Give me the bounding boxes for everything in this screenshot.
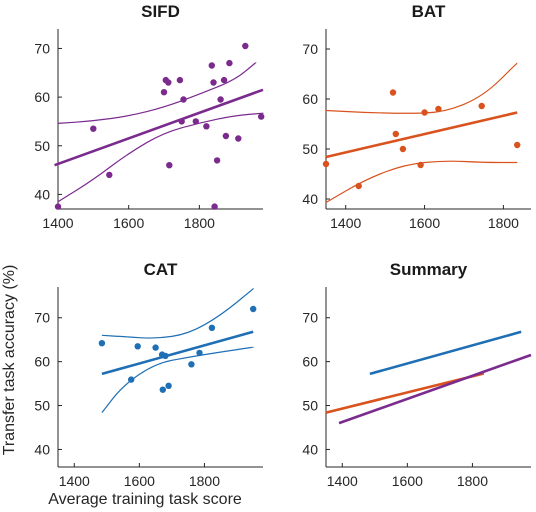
data-point: [217, 96, 224, 103]
data-point: [213, 157, 221, 164]
data-point: [203, 123, 210, 130]
data-point: [417, 161, 424, 169]
data-point: [210, 79, 217, 86]
panel-title: CAT: [144, 260, 178, 279]
data-point: [242, 42, 249, 50]
data-point: [192, 118, 199, 125]
regression-line: [325, 111, 518, 159]
y-tick-label: 50: [34, 138, 50, 154]
y-tick-label: 40: [34, 441, 50, 457]
data-point: [152, 344, 159, 351]
data-point: [208, 62, 215, 69]
y-tick-label: 60: [302, 91, 318, 107]
y-tick-label: 60: [302, 354, 318, 370]
data-point: [165, 382, 172, 389]
x-tick-label: 1600: [392, 473, 423, 489]
data-point: [134, 343, 141, 350]
data-point: [355, 182, 362, 190]
x-tick-label: 1800: [184, 215, 215, 231]
x-axis-label: Average training task score: [48, 491, 242, 508]
y-tick-label: 70: [302, 310, 318, 326]
data-point: [220, 76, 228, 84]
data-point: [399, 145, 407, 153]
data-point: [159, 386, 166, 393]
x-tick-label: 1400: [42, 215, 73, 231]
y-tick-label: 60: [34, 354, 50, 370]
y-tick-label: 60: [34, 89, 50, 105]
x-tick-label: 1800: [488, 215, 519, 231]
ci-upper-line: [57, 61, 257, 124]
data-point: [250, 305, 257, 313]
y-tick-label: 50: [34, 398, 50, 414]
x-tick-label: 1800: [189, 473, 220, 489]
ci-upper-line: [325, 62, 518, 114]
data-point: [196, 349, 203, 357]
data-point: [106, 171, 113, 179]
y-tick-label: 70: [34, 40, 50, 56]
x-tick-label: 1600: [113, 215, 144, 231]
data-point: [235, 135, 242, 142]
data-point: [98, 340, 106, 347]
data-point: [188, 361, 195, 368]
ci-lower-line: [325, 160, 518, 204]
y-tick-label: 40: [34, 186, 50, 202]
x-tick-label: 1800: [457, 473, 488, 489]
data-point: [392, 130, 399, 138]
ci-lower-line: [57, 112, 264, 203]
regression-line: [338, 353, 532, 425]
data-point: [389, 89, 397, 96]
data-point: [222, 132, 230, 140]
data-point: [165, 79, 172, 86]
data-point: [90, 125, 97, 132]
y-tick-label: 40: [302, 191, 318, 207]
panel-cat: CAT 1400 1600 1800 40 50 60 70: [34, 260, 263, 489]
data-point: [178, 118, 185, 125]
regression-line: [369, 330, 522, 376]
data-point: [421, 109, 428, 116]
data-point: [211, 203, 218, 210]
data-point: [478, 102, 485, 110]
data-point: [258, 113, 265, 120]
ci-upper-line: [101, 288, 254, 339]
y-tick-label: 40: [302, 441, 318, 457]
data-point: [166, 162, 173, 169]
y-axis-label: Transfer task accuracy (%): [1, 265, 18, 456]
panel-sifd: SIFD 1400 1600 1800 40 50 60 70: [34, 2, 265, 231]
y-tick-label: 50: [302, 141, 318, 157]
y-tick-label: 70: [34, 310, 50, 326]
panel-title: SIFD: [141, 2, 180, 21]
regression-line: [101, 330, 254, 376]
x-tick-label: 1400: [330, 215, 361, 231]
panel-bat: BAT 1400 1600 1800 40 50 60 70: [302, 2, 531, 231]
data-point: [435, 105, 442, 113]
data-point: [322, 160, 330, 168]
data-point: [54, 203, 62, 210]
data-point: [180, 96, 187, 103]
data-point: [208, 324, 216, 331]
data-point: [128, 376, 135, 383]
regression-line: [54, 88, 264, 167]
panel-summary: Summary 1400 1600 1800 40 50 60 70: [302, 260, 532, 489]
ci-lower-line: [101, 346, 254, 413]
data-point: [226, 59, 233, 67]
x-tick-label: 1400: [327, 473, 358, 489]
panel-title: Summary: [390, 260, 468, 279]
y-tick-label: 50: [302, 398, 318, 414]
y-tick-label: 70: [302, 41, 318, 57]
data-point: [514, 141, 521, 149]
data-point: [162, 352, 169, 360]
panel-title: BAT: [412, 2, 446, 21]
x-tick-label: 1600: [124, 473, 155, 489]
x-tick-label: 1600: [409, 215, 440, 231]
data-point: [160, 89, 168, 96]
x-tick-label: 1400: [59, 473, 90, 489]
data-point: [176, 76, 184, 84]
